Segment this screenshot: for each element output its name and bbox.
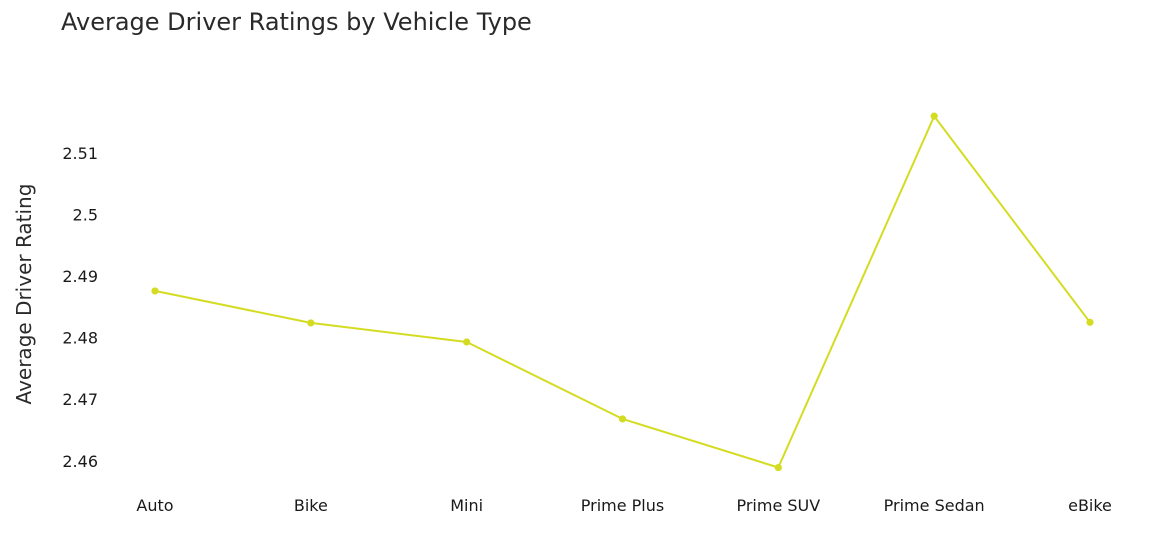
x-axis-ticks: Auto Bike Mini Prime Plus Prime SUV Prime Sed… — [136, 496, 1111, 515]
x-tick-label: Bike — [294, 496, 328, 515]
y-tick-label: 2.49 — [62, 267, 98, 286]
data-point — [930, 112, 938, 120]
data-point — [463, 338, 471, 346]
y-axis-title: Average Driver Rating — [12, 184, 36, 405]
x-tick-label: eBike — [1068, 496, 1112, 515]
data-point — [1086, 318, 1094, 326]
data-point — [618, 415, 627, 423]
y-axis-ticks: 2.46 2.47 2.48 2.49 2.5 2.51 — [62, 144, 98, 471]
y-tick-label: 2.51 — [62, 144, 98, 163]
series-layer — [151, 112, 1094, 472]
x-tick-label: Mini — [450, 496, 483, 515]
x-tick-label: Prime SUV — [736, 496, 820, 515]
y-tick-label: 2.48 — [62, 329, 98, 348]
y-tick-label: 2.47 — [62, 390, 98, 409]
y-tick-label: 2.5 — [73, 206, 98, 225]
x-tick-label: Prime Sedan — [884, 496, 985, 515]
series-line — [154, 115, 1091, 469]
chart-title: Average Driver Ratings by Vehicle Type — [61, 8, 532, 36]
x-tick-label: Prime Plus — [581, 496, 664, 515]
data-point — [307, 319, 315, 327]
data-point — [151, 287, 159, 295]
x-tick-label: Auto — [136, 496, 173, 515]
data-point — [774, 463, 782, 472]
y-tick-label: 2.46 — [62, 452, 98, 471]
